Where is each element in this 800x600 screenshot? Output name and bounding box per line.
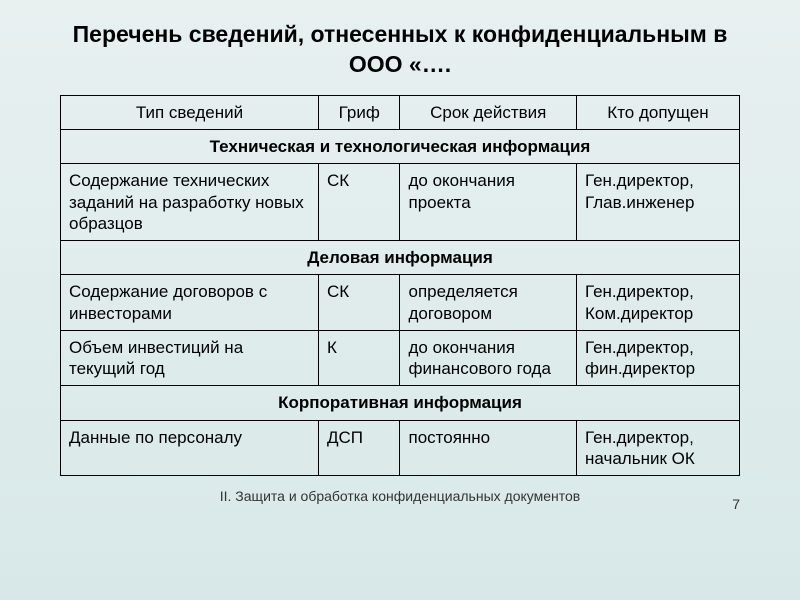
header-term: Срок действия	[400, 95, 577, 129]
table-row: Содержание технических заданий на разраб…	[61, 164, 740, 241]
header-type: Тип сведений	[61, 95, 319, 129]
cell-access: Ген.директор, Глав.инженер	[577, 164, 740, 241]
section-row: Деловая информация	[61, 241, 740, 275]
cell-grif: СК	[319, 275, 400, 331]
header-grif: Гриф	[319, 95, 400, 129]
section-row: Корпоративная информация	[61, 386, 740, 420]
cell-type: Содержание договоров с инвесторами	[61, 275, 319, 331]
table-header-row: Тип сведений Гриф Срок действия Кто допу…	[61, 95, 740, 129]
section-corporate: Корпоративная информация	[61, 386, 740, 420]
table-row: Объем инвестиций на текущий год К до око…	[61, 330, 740, 386]
cell-type: Данные по персоналу	[61, 420, 319, 476]
cell-term: постоянно	[400, 420, 577, 476]
page-title: Перечень сведений, отнесенных к конфиден…	[60, 20, 740, 80]
page-number: 7	[732, 496, 740, 512]
cell-term: до окончания финансового года	[400, 330, 577, 386]
cell-grif: ДСП	[319, 420, 400, 476]
footer: II. Защита и обработка конфиденциальных …	[60, 488, 740, 504]
cell-type: Содержание технических заданий на разраб…	[61, 164, 319, 241]
cell-type: Объем инвестиций на текущий год	[61, 330, 319, 386]
cell-grif: К	[319, 330, 400, 386]
footer-text: II. Защита и обработка конфиденциальных …	[220, 488, 580, 504]
confidential-info-table: Тип сведений Гриф Срок действия Кто допу…	[60, 95, 740, 476]
header-access: Кто допущен	[577, 95, 740, 129]
cell-access: Ген.директор, начальник ОК	[577, 420, 740, 476]
cell-access: Ген.директор, Ком.директор	[577, 275, 740, 331]
table-row: Данные по персоналу ДСП постоянно Ген.ди…	[61, 420, 740, 476]
section-row: Техническая и технологическая информация	[61, 130, 740, 164]
section-tech: Техническая и технологическая информация	[61, 130, 740, 164]
cell-access: Ген.директор, фин.директор	[577, 330, 740, 386]
cell-term: определяется договором	[400, 275, 577, 331]
table-row: Содержание договоров с инвесторами СК оп…	[61, 275, 740, 331]
section-business: Деловая информация	[61, 241, 740, 275]
cell-grif: СК	[319, 164, 400, 241]
cell-term: до окончания проекта	[400, 164, 577, 241]
